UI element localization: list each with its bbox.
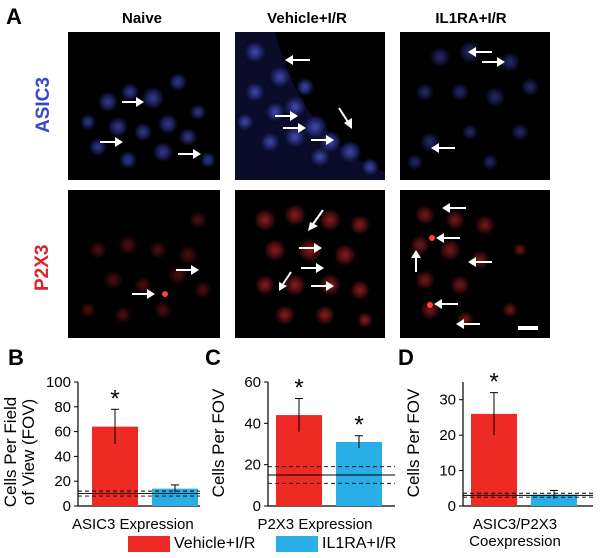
row-label-p2x3: P2X3 [32, 244, 53, 291]
significance-marker: * [294, 375, 303, 402]
chart-b-plot: 0 20 40 60 80 100 * [46, 374, 200, 515]
legend-swatch-il1ra [276, 536, 318, 552]
chart-c: Cells Per FOV 0 20 40 60 * * P2X3 Expression [200, 370, 395, 538]
chart-b-xlabel: ASIC3 Expression [72, 516, 194, 533]
panel-b-letter: B [8, 345, 24, 370]
y-tick-label: 60 [54, 424, 71, 441]
y-tick-label: 60 [244, 374, 261, 391]
y-tick-label: 0 [63, 498, 71, 515]
legend-label-vehicle: Vehicle+I/R [174, 535, 256, 552]
micrograph-asic3-il1ra [400, 32, 550, 180]
y-tick-label: 30 [439, 392, 456, 409]
column-header-il1ra: IL1RA+I/R [435, 10, 507, 27]
micrograph-p2x3-naive [68, 190, 220, 338]
legend-swatch-vehicle [128, 536, 170, 552]
y-tick-label: 0 [448, 498, 456, 515]
chart-d-xlabel: ASIC3/P2X3 [472, 516, 558, 533]
scale-bar [518, 326, 538, 330]
chart-c-plot: 0 20 40 60 * * [244, 374, 395, 515]
micrograph-asic3-vehicle [235, 32, 385, 180]
panel-d-letter: D [398, 345, 414, 370]
chart-d-plot: 0 10 20 30 * [439, 370, 593, 515]
significance-marker: * [110, 385, 119, 412]
significance-marker: * [489, 370, 498, 396]
y-tick-label: 40 [244, 415, 261, 432]
bar [152, 488, 198, 506]
micrograph-p2x3-il1ra [400, 190, 550, 338]
panel-a-letter: A [6, 4, 22, 29]
y-tick-label: 100 [46, 374, 71, 391]
y-tick-label: 10 [439, 463, 456, 480]
y-tick-label: 20 [244, 457, 261, 474]
chart-c-xlabel: P2X3 Expression [257, 516, 373, 533]
chart-b: Cells Per Field of View (FOV) 0 20 40 60 80 1… [0, 370, 200, 538]
chart-d: Cells Per FOV 0 10 20 30 * ASIC3/P2X3 Coexpr… [395, 370, 604, 550]
micrograph-p2x3-vehicle [235, 190, 385, 338]
row-label-asic3: ASIC3 [33, 77, 54, 133]
y-tick-label: 0 [253, 498, 261, 515]
panel-c-letter: C [205, 345, 221, 370]
y-tick-label: 80 [54, 399, 71, 416]
column-header-naive: Naive [121, 10, 163, 27]
y-tick-label: 20 [439, 427, 456, 444]
y-tick-label: 20 [54, 473, 71, 490]
column-header-vehicle: Vehicle+I/R [267, 10, 347, 27]
y-tick-label: 40 [54, 448, 71, 465]
legend-label-il1ra: IL1RA+I/R [322, 535, 397, 552]
chart-d-xlabel-2: Coexpression [469, 533, 561, 550]
significance-marker: * [354, 412, 363, 439]
bar [336, 441, 382, 506]
bar [531, 494, 577, 506]
micrograph-asic3-naive [68, 32, 220, 180]
